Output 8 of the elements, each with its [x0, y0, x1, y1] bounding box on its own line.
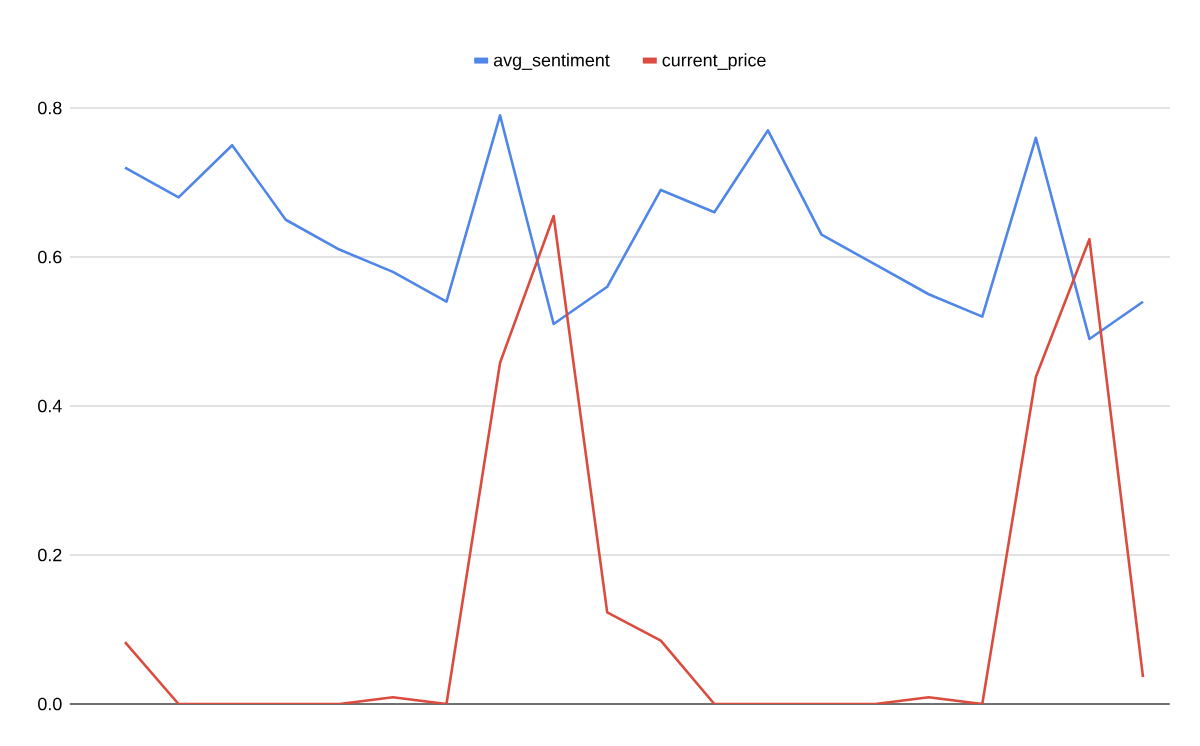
- line-series: [123, 114, 1145, 341]
- y-tick-label: 0.6: [38, 250, 62, 264]
- y-tick-label: 0.4: [38, 399, 62, 413]
- legend-label: current_price: [662, 53, 766, 71]
- y-tick-label: 0.0: [38, 697, 62, 711]
- legend-label: avg_sentiment: [493, 53, 610, 71]
- y-tick-label: 0.2: [38, 548, 62, 562]
- y-tick-label: 0.8: [38, 101, 62, 115]
